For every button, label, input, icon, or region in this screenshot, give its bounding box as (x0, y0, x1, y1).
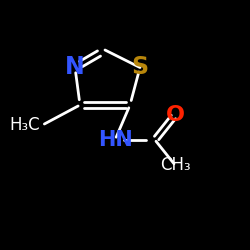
Text: HN: HN (98, 130, 132, 150)
Text: H₃C: H₃C (10, 116, 40, 134)
Text: CH₃: CH₃ (160, 156, 190, 174)
Text: S: S (132, 56, 148, 80)
Text: N: N (65, 56, 85, 80)
Text: O: O (166, 105, 184, 125)
